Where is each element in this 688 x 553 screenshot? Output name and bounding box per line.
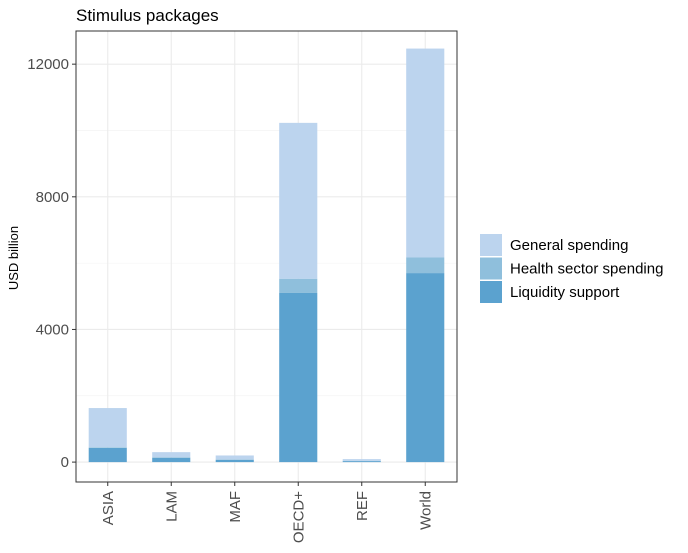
bar-ref-general-spending — [342, 459, 381, 461]
y-tick-label: 0 — [61, 454, 69, 471]
bar-world-general-spending — [406, 48, 445, 258]
y-axis: 0 4000 8000 12000 — [27, 56, 76, 471]
bar-oecd-liquidity-support — [279, 292, 318, 463]
x-tick-label: MAF — [227, 491, 244, 523]
legend: General spending Health sector spending Li… — [480, 234, 663, 303]
y-tick-label: 8000 — [36, 189, 69, 206]
x-axis: ASIA LAM MAF OECD+ REF World — [100, 482, 434, 543]
x-tick-label: REF — [354, 491, 371, 521]
legend-label: Health sector spending — [510, 261, 663, 278]
legend-label: Liquidity support — [510, 284, 620, 301]
bar-asia-liquidity-support — [88, 447, 127, 463]
legend-key-general-spending — [480, 234, 502, 256]
bar-oecd-general-spending — [279, 122, 318, 279]
bar-ref-liquidity-support — [342, 461, 381, 463]
legend-key-liquidity-support — [480, 281, 502, 303]
bar-asia-general-spending — [88, 408, 127, 448]
grid-lines — [76, 31, 457, 482]
y-tick-label: 4000 — [36, 321, 69, 338]
plot-panel-border — [75, 30, 458, 483]
y-axis-label: USD billion — [6, 226, 21, 290]
legend-label: General spending — [510, 237, 628, 254]
y-tick-label: 12000 — [27, 56, 69, 73]
bar-world-liquidity-support — [406, 273, 445, 463]
bar-lam-general-spending — [152, 452, 191, 458]
bar-maf-general-spending — [215, 455, 254, 460]
chart-title: Stimulus packages — [76, 6, 219, 25]
bar-maf-liquidity-support — [215, 459, 254, 463]
bar-world-health-sector-spending — [406, 257, 445, 274]
x-tick-label: World — [417, 491, 434, 530]
bar-oecd-health-sector-spending — [279, 278, 318, 293]
x-tick-label: OECD+ — [290, 491, 307, 543]
bar-lam-liquidity-support — [152, 457, 191, 463]
bar-asia-health-sector-spending — [88, 447, 127, 448]
x-tick-label: LAM — [163, 491, 180, 522]
bars — [88, 48, 445, 463]
bar-lam-health-sector-spending — [152, 457, 191, 458]
x-tick-label: ASIA — [100, 491, 117, 525]
legend-key-health-sector-spending — [480, 257, 502, 280]
